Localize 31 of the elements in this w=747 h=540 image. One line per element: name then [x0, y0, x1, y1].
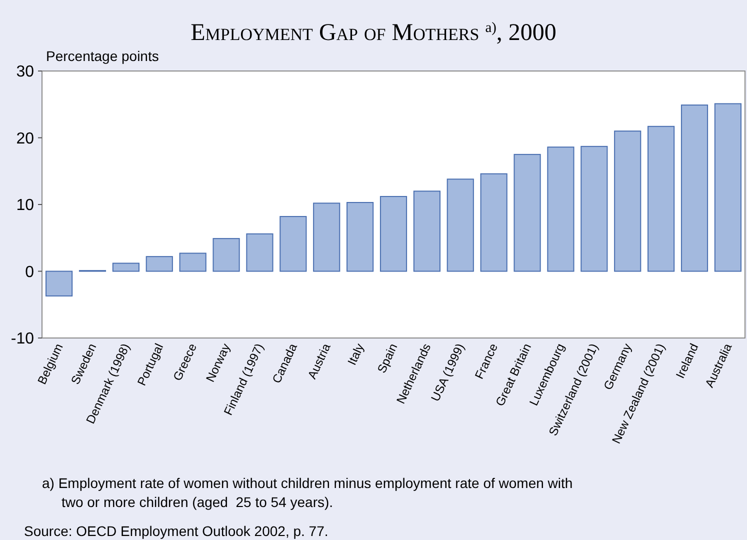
text: a) Employment rate of women without children minus employment rate of women with two or more children (aged 25 to 54 years). — [42, 475, 573, 510]
y-tick-label: 10 — [16, 197, 34, 214]
bar — [680, 104, 708, 272]
bar — [212, 238, 240, 272]
y-tick-label: 20 — [16, 130, 34, 148]
source-note: Source: OECD Employment Outlook 2002, p. 77. — [24, 523, 328, 539]
bar — [547, 146, 574, 272]
bar — [648, 126, 675, 272]
bar — [112, 262, 140, 272]
y-tick-label: -10 — [10, 330, 34, 348]
y-tick-label: 0 — [25, 264, 34, 281]
bar — [346, 202, 374, 272]
bar — [413, 190, 440, 272]
bar — [380, 196, 408, 272]
x-tick-label: Spain — [374, 341, 400, 376]
bar — [246, 233, 274, 272]
bar — [280, 216, 307, 272]
chart-title: Employment Gap of Mothers $^{a)}$, 2000 — [190, 20, 556, 46]
bar — [714, 103, 742, 272]
y-axis-title: Percentage points — [46, 48, 159, 64]
bar — [46, 270, 73, 296]
bar — [580, 146, 608, 272]
bar — [480, 173, 508, 272]
bar — [146, 256, 173, 272]
y-tick-label: 30 — [16, 64, 34, 81]
bar — [614, 130, 642, 272]
bar — [313, 202, 340, 272]
bar — [514, 154, 541, 272]
bar — [179, 252, 206, 272]
x-tick-label: Italy — [344, 341, 367, 368]
bar — [446, 178, 474, 272]
